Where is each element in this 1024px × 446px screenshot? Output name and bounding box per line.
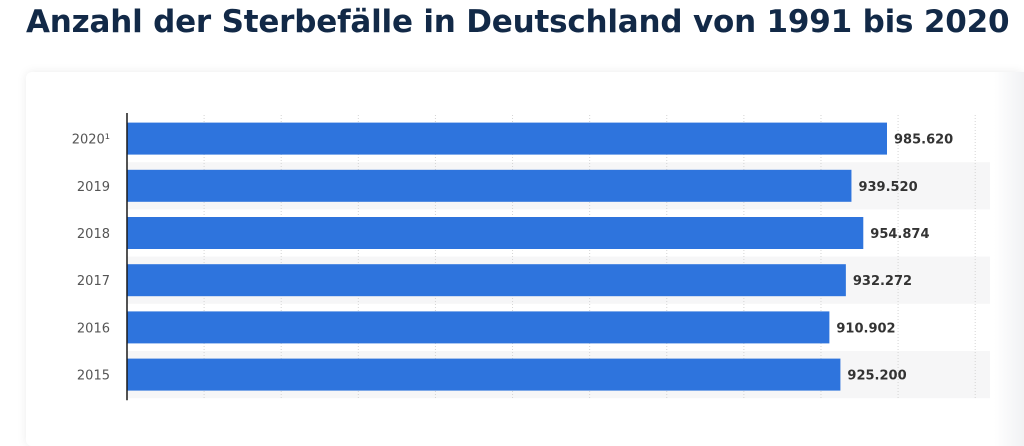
bar: [127, 264, 846, 297]
category-label: 2015: [77, 369, 110, 384]
category-label: 2017: [77, 274, 110, 289]
value-label: 932.272: [853, 274, 912, 289]
bar: [127, 122, 887, 155]
bar: [127, 358, 841, 391]
bar: [127, 169, 852, 202]
card-edge: [994, 72, 1024, 446]
value-label: 954.874: [870, 227, 929, 242]
value-label: 985.620: [894, 133, 953, 148]
value-label: 910.902: [836, 321, 895, 336]
value-label: 939.520: [858, 180, 917, 195]
bar: [127, 311, 830, 344]
category-label: 2018: [77, 227, 110, 242]
value-label: 925.200: [847, 369, 906, 384]
page-title: Anzahl der Sterbefälle in Deutschland vo…: [26, 4, 1010, 40]
category-label: 2019: [77, 180, 110, 195]
category-label: 2016: [77, 321, 110, 336]
bar: [127, 217, 864, 249]
category-label: 2020¹: [72, 133, 110, 148]
